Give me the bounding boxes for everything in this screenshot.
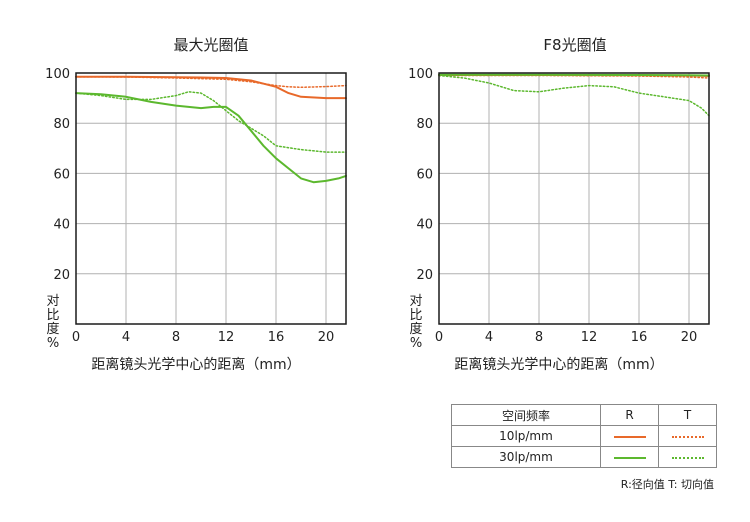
x-tick-label: 16 <box>631 330 648 345</box>
y-tick-label: 100 <box>45 67 70 82</box>
series-line <box>75 92 347 184</box>
y-tick-label: 80 <box>416 117 433 132</box>
legend-swatch-r <box>600 446 659 468</box>
series-line <box>75 91 347 153</box>
legend-swatch-t <box>658 446 717 468</box>
x-tick-label: 12 <box>218 330 235 345</box>
chart-title: F8光圈值 <box>543 36 606 54</box>
x-tick-label: 20 <box>681 330 698 345</box>
y-tick-label: 20 <box>53 268 70 283</box>
x-tick-label: 16 <box>268 330 285 345</box>
x-tick-label: 8 <box>535 330 543 345</box>
x-tick-label: 0 <box>435 330 443 345</box>
y-tick-label: 60 <box>53 167 70 182</box>
x-axis-title: 距离镜头光学中心的距离（mm） <box>454 356 663 373</box>
y-axis-label-char: 比 <box>46 308 59 323</box>
x-axis-title: 距离镜头光学中心的距离（mm） <box>91 356 300 373</box>
series-line <box>438 74 710 117</box>
x-tick-label: 4 <box>485 330 493 345</box>
y-tick-label: 40 <box>416 218 433 233</box>
x-tick-label: 20 <box>318 330 335 345</box>
y-tick-label: 100 <box>408 67 433 82</box>
legend-header-frequency: 空间频率 <box>451 404 601 426</box>
legend-table: 空间频率 R T 10lp/mm 30lp/mm <box>451 404 717 468</box>
legend-note: R:径向值 T: 切向值 <box>620 478 714 491</box>
plot-frame <box>75 72 347 325</box>
y-axis-label-char: 对 <box>409 294 422 309</box>
chart-title: 最大光圈值 <box>173 36 248 54</box>
legend-row-10lp: 10lp/mm <box>451 425 717 447</box>
legend-header-r: R <box>600 404 659 426</box>
y-tick-label: 60 <box>416 167 433 182</box>
y-axis-label-char: 对 <box>46 294 59 309</box>
legend-row-30lp: 30lp/mm <box>451 446 717 468</box>
y-tick-label: 80 <box>53 117 70 132</box>
plot-frame <box>438 72 710 325</box>
y-axis-label-char: % <box>410 336 422 351</box>
legend-header-row: 空间频率 R T <box>451 404 717 426</box>
y-tick-label: 40 <box>53 218 70 233</box>
legend-row-label: 10lp/mm <box>451 425 601 447</box>
chart-max-aperture: 最大光圈值 20 40 60 80 100 0 4 8 12 16 20 对比度% 距离镜头光学中心的距… <box>45 36 347 373</box>
y-tick-label: 20 <box>416 268 433 283</box>
legend-header-t: T <box>658 404 717 426</box>
y-axis-label-char: % <box>47 336 59 351</box>
x-tick-label: 8 <box>172 330 180 345</box>
y-axis-label-char: 比 <box>409 308 422 323</box>
legend-swatch-r <box>600 425 659 447</box>
y-axis-label-char: 度 <box>46 321 59 337</box>
x-tick-label: 12 <box>581 330 598 345</box>
chart-f8: F8光圈值 20 40 60 80 100 0 4 8 12 16 20 对比度% 距离镜头光学中心的距… <box>408 36 710 373</box>
legend-swatch-t <box>658 425 717 447</box>
legend-row-label: 30lp/mm <box>451 446 601 468</box>
series-line <box>75 76 347 89</box>
x-tick-label: 4 <box>122 330 130 345</box>
series-line <box>438 73 710 77</box>
y-axis-label-char: 度 <box>409 321 422 337</box>
x-tick-label: 0 <box>72 330 80 345</box>
